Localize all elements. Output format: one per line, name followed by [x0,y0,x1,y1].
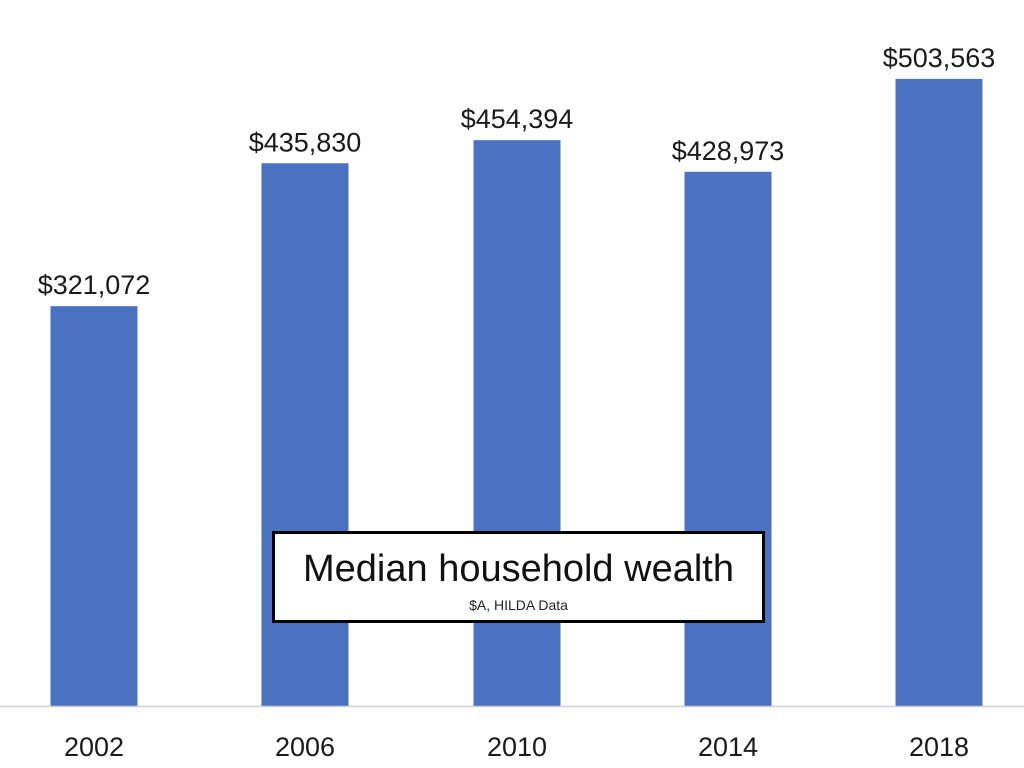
bar-value-label-2014: $428,973 [672,136,785,166]
bars [50,78,983,707]
x-tick-label-2018: 2018 [909,732,969,762]
bar-value-label-2010: $454,394 [461,104,574,134]
x-tick-label-2006: 2006 [275,732,335,762]
chart-subtitle: $A, HILDA Data [469,597,568,613]
bar-2002 [50,306,138,706]
bar-2014 [684,171,772,707]
bar-2006 [261,163,349,706]
x-tick-label-2014: 2014 [698,732,758,762]
bar-value-labels: $321,072 $435,830 $454,394 $428,973 $503,563 [38,43,996,300]
x-tick-label-2002: 2002 [64,732,124,762]
bar-value-label-2002: $321,072 [38,270,151,300]
bar-2018 [895,78,983,706]
x-axis-tick-labels: 2002 2006 2010 2014 2018 [64,732,969,762]
x-tick-label-2010: 2010 [487,732,547,762]
chart-title: Median household wealth [303,548,734,590]
bar-value-label-2018: $503,563 [883,43,996,73]
chart-title-box: Median household wealth $A, HILDA Data [272,531,765,623]
bar-value-label-2006: $435,830 [249,127,362,157]
